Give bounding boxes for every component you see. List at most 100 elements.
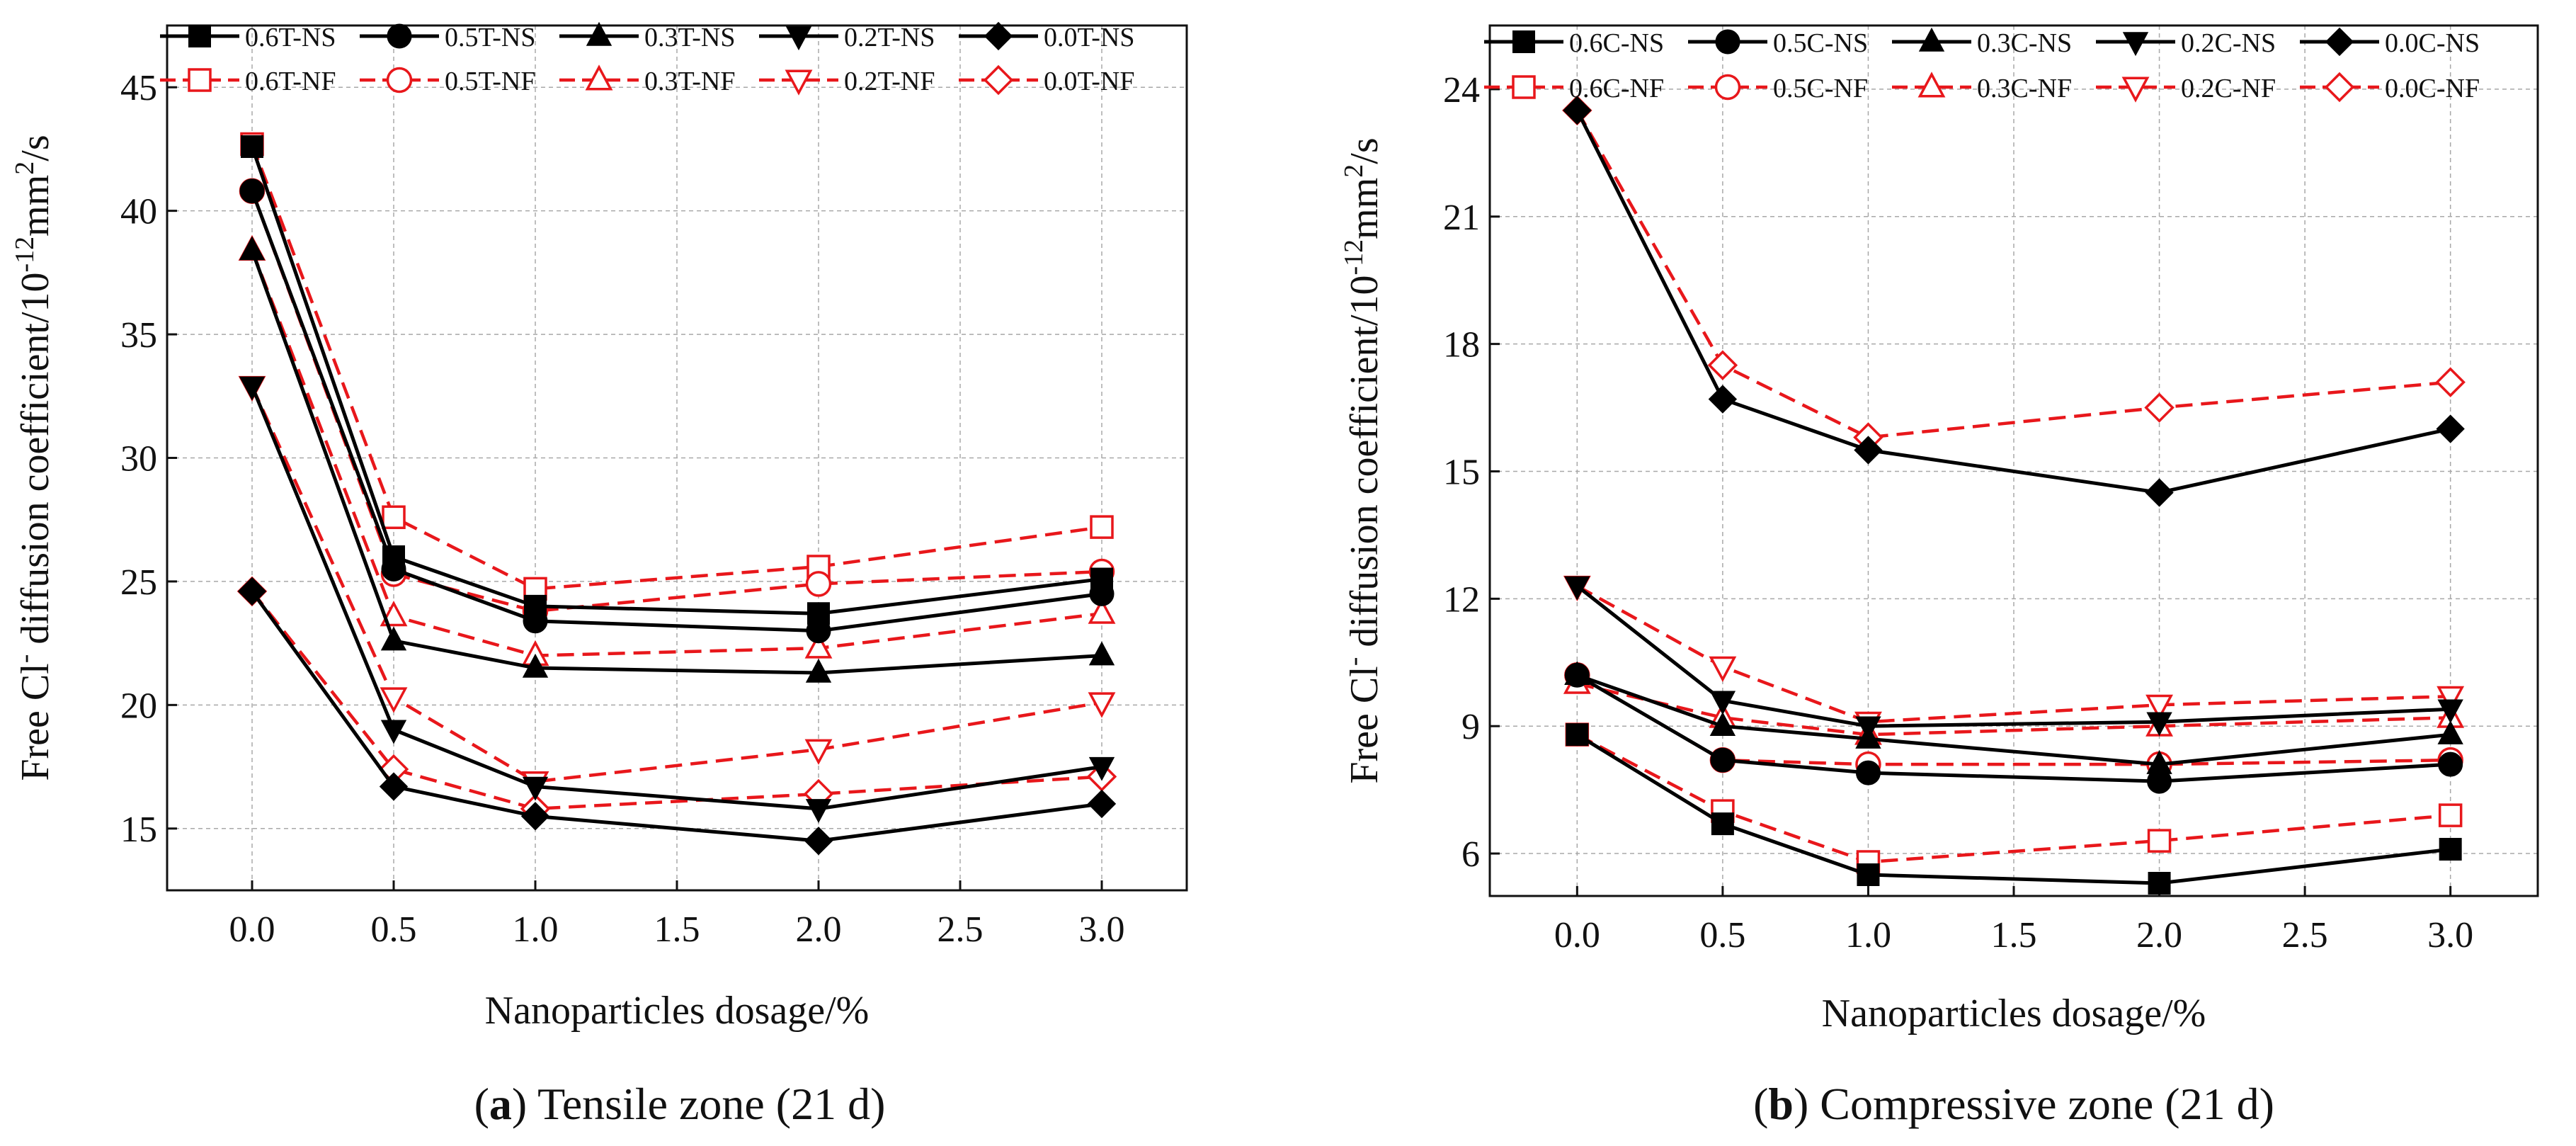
x-tick-label: 2.5 — [937, 909, 984, 950]
data-point — [523, 608, 548, 634]
legend-label: 0.5C-NS — [1773, 28, 1868, 58]
legend-marker — [2122, 32, 2149, 57]
legend-item: 0.0C-NS — [2300, 27, 2480, 58]
legend-marker — [1715, 29, 1740, 55]
data-point — [2148, 872, 2171, 895]
legend-label: 0.6T-NF — [245, 67, 336, 96]
legend-marker — [2121, 76, 2150, 103]
legend-marker — [585, 64, 613, 91]
legend-item: 0.5T-NF — [360, 67, 535, 96]
data-point — [1709, 691, 1736, 715]
y-axis-label-part: 2 — [10, 161, 40, 175]
legend-marker — [1917, 72, 1946, 98]
data-point — [2144, 392, 2175, 423]
data-point — [380, 687, 408, 713]
y-tick-label: 30 — [120, 439, 157, 480]
x-tick-label: 1.5 — [654, 909, 700, 950]
y-axis-label-part: mm — [1343, 178, 1386, 239]
series-line — [1575, 109, 2451, 439]
data-point — [239, 178, 265, 204]
y-tick-label: 15 — [120, 810, 157, 850]
data-point — [1088, 598, 1116, 624]
legend-label: 0.3C-NF — [1977, 74, 2072, 103]
data-point — [1707, 350, 1738, 380]
y-axis-label-part: - — [10, 654, 40, 664]
data-point — [2146, 750, 2172, 774]
data-point — [380, 720, 407, 744]
y-tick-label: 21 — [1443, 198, 1480, 238]
data-point — [2438, 751, 2463, 777]
data-point — [806, 618, 831, 644]
y-tick-label: 18 — [1443, 325, 1480, 365]
y-axis-label-part: /s — [13, 135, 57, 161]
series-0.3T-NS — [239, 236, 1115, 683]
panel-label: a — [489, 1079, 512, 1129]
y-tick-label: 24 — [1443, 70, 1480, 110]
axis-ticks: 0.0 0.5 1.0 1.5 2.0 2.5 3.0 15 20 25 30 35 40 45 — [120, 68, 1125, 950]
data-point — [382, 505, 406, 529]
series-0.2C-NS — [1564, 576, 2463, 741]
legend: 0.6C-NS 0.5C-NS 0.3C-NS 0.2C-NS 0.0C-NS 0.6C-… — [1484, 27, 2480, 103]
grid — [167, 25, 1187, 890]
legend-item: 0.5T-NS — [360, 23, 535, 52]
data-point — [2437, 686, 2465, 712]
legend-marker — [386, 67, 413, 93]
legend-item: 0.0C-NF — [2300, 72, 2480, 103]
y-tick-label: 15 — [1443, 452, 1480, 492]
legend-marker — [983, 64, 1014, 96]
y-axis-label-part: -12 — [1339, 239, 1369, 276]
x-tick-label: 0.0 — [229, 909, 275, 950]
x-tick-label: 1.5 — [1991, 915, 2037, 955]
series-line — [250, 190, 1102, 613]
data-point — [1709, 712, 1736, 736]
data-point — [379, 772, 409, 801]
legend-item: 0.6T-NS — [160, 23, 336, 52]
panel-caption: (a) Tensile zone (21 d) — [474, 1079, 886, 1129]
x-tick-label: 0.5 — [1699, 915, 1745, 955]
legend-item: 0.6T-NF — [160, 67, 336, 96]
panel-label: b — [1768, 1079, 1794, 1129]
data-point — [2147, 829, 2172, 853]
series-0.0T-NS — [237, 577, 1117, 856]
data-point — [1087, 789, 1117, 819]
series-group — [236, 132, 1117, 856]
data-point — [1709, 656, 1737, 682]
data-point — [1855, 760, 1881, 785]
legend: 0.6T-NS 0.5T-NS 0.3T-NS 0.2T-NS 0.0T-NS 0.6T-… — [160, 21, 1134, 96]
data-point — [2145, 478, 2174, 507]
legend-item: 0.3T-NF — [559, 64, 735, 96]
y-axis-label-part: Free Cl — [13, 663, 57, 781]
legend-label: 0.3T-NS — [644, 23, 735, 52]
legend-label: 0.3T-NF — [644, 67, 735, 96]
data-point — [522, 776, 549, 801]
data-point — [2439, 838, 2462, 861]
data-point — [381, 556, 406, 581]
data-point — [239, 236, 266, 261]
data-point — [1090, 515, 1114, 539]
legend-marker — [188, 25, 211, 47]
legend-label: 0.2T-NF — [844, 67, 935, 96]
data-point — [1708, 385, 1738, 414]
series-group — [1562, 95, 2466, 895]
data-point — [1855, 716, 1881, 741]
data-point — [805, 658, 832, 683]
y-axis-label: Free Cl- diffusion coefficient/10-12mm2/… — [1339, 137, 1386, 783]
y-axis-label-part: /s — [1343, 137, 1386, 164]
data-point — [2437, 699, 2463, 724]
x-tick-label: 3.0 — [1079, 909, 1125, 950]
data-point — [807, 602, 830, 625]
x-tick-label: 0.5 — [371, 909, 417, 950]
series-0.0C-NS — [1563, 96, 2465, 507]
legend-label: 0.0C-NS — [2385, 28, 2480, 58]
series-line — [250, 143, 1102, 591]
data-point — [1854, 436, 1883, 465]
legend-label: 0.5T-NS — [445, 23, 535, 52]
panel-compressive: 0.0 0.5 1.0 1.5 2.0 2.5 3.0 6 9 12 15 18 21 24 Nanopar… — [1339, 24, 2539, 1129]
data-point — [1088, 756, 1115, 781]
legend-label: 0.6T-NS — [245, 23, 336, 52]
y-tick-label: 9 — [1461, 707, 1480, 747]
panel-tensile: 0.0 0.5 1.0 1.5 2.0 2.5 3.0 15 20 25 30 35 40 45 Nanop… — [10, 21, 1188, 1129]
series-0.2T-NS — [239, 376, 1115, 823]
y-axis-label-part: -12 — [10, 237, 40, 273]
